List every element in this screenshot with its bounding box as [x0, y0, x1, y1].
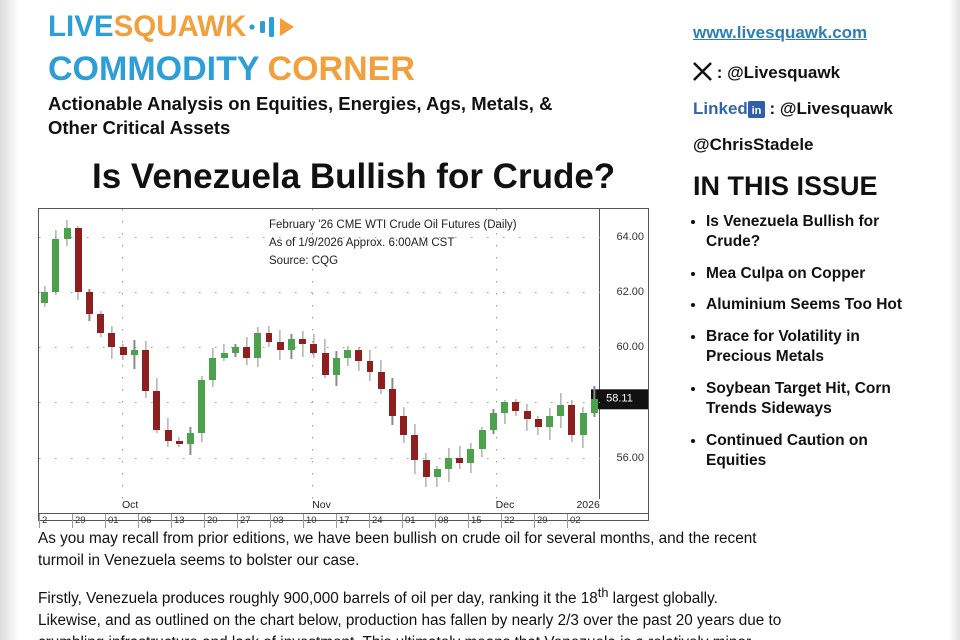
svg-text:in: in [751, 105, 761, 117]
